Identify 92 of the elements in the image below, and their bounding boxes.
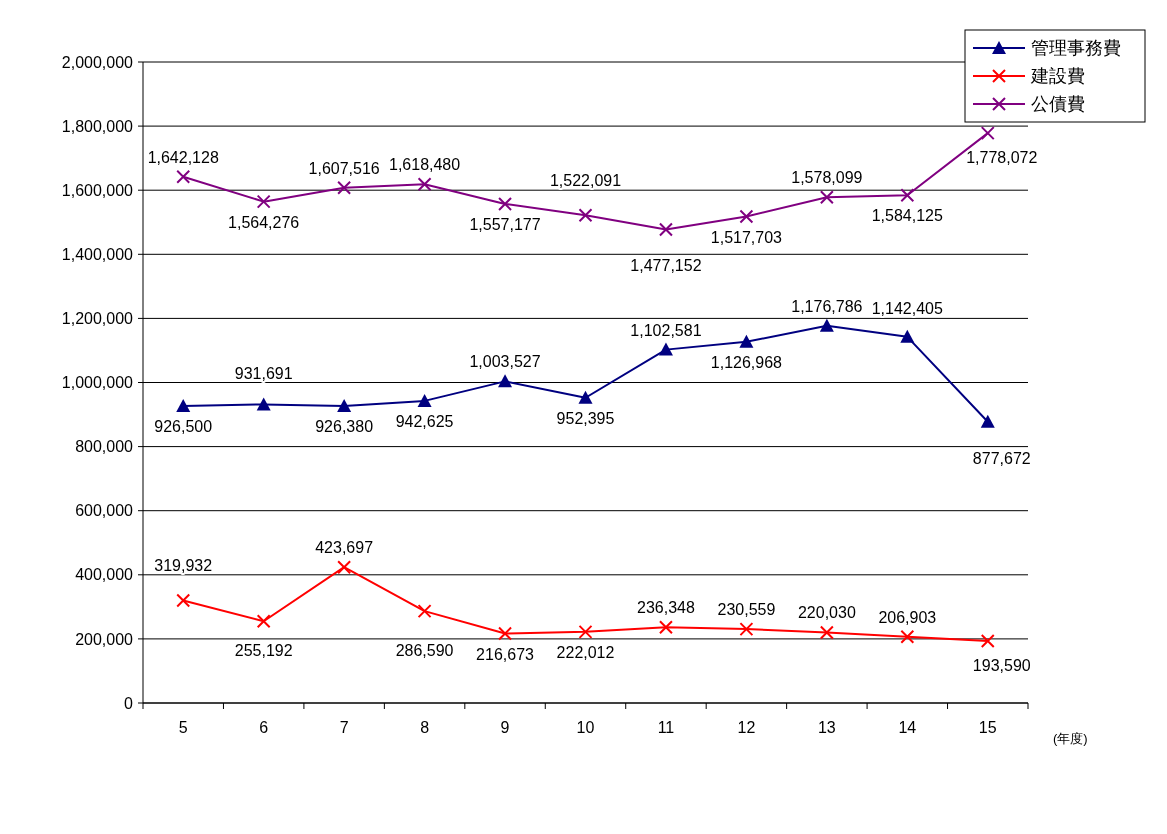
y-tick-label: 1,000,000 [61, 374, 134, 392]
x-tick-label: 9 [500, 719, 510, 736]
point [176, 593, 191, 608]
point [819, 190, 834, 205]
data-label: 1,176,786 [791, 297, 863, 315]
point [578, 624, 593, 639]
point [658, 222, 673, 237]
legend-label: 管理事務費 [1031, 38, 1121, 59]
legend-label: 公債費 [1031, 94, 1085, 115]
y-tick-label: 0 [124, 694, 134, 712]
data-label: 220,030 [797, 604, 856, 622]
legend-label: 建設費 [1030, 66, 1085, 87]
data-label: 1,778,072 [966, 149, 1038, 167]
point [900, 188, 915, 203]
data-label: 877,672 [972, 449, 1031, 467]
data-label: 423,697 [315, 539, 374, 557]
data-label: 1,618,480 [389, 156, 461, 174]
point [337, 180, 352, 195]
x-tick-label: 8 [420, 719, 430, 736]
point [578, 208, 593, 223]
point [176, 399, 191, 413]
data-label: 931,691 [234, 364, 293, 382]
point [256, 397, 271, 411]
point [658, 620, 673, 635]
data-label: 1,564,276 [228, 213, 300, 231]
y-tick-label: 1,400,000 [61, 245, 134, 263]
point [980, 414, 995, 428]
y-tick-label: 600,000 [75, 502, 134, 520]
data-label: 230,559 [717, 601, 776, 619]
point [658, 342, 673, 356]
data-label: 1,584,125 [871, 207, 944, 225]
data-label: 1,142,405 [871, 300, 944, 318]
data-label: 942,625 [395, 412, 454, 430]
data-label: 952,395 [556, 409, 615, 427]
x-tick-label: 7 [339, 719, 349, 736]
x-tick-label: 5 [178, 719, 188, 736]
data-label: 1,607,516 [308, 159, 380, 177]
point [337, 560, 352, 575]
point [337, 399, 352, 413]
point [980, 126, 995, 141]
point [498, 626, 513, 641]
x-tick-label: 11 [657, 719, 675, 736]
y-tick-label: 400,000 [75, 566, 134, 584]
point [819, 625, 834, 640]
data-label: 222,012 [556, 643, 615, 661]
point [900, 329, 915, 343]
data-label: 1,642,128 [147, 148, 219, 166]
data-label: 926,500 [154, 418, 213, 436]
point [417, 177, 432, 192]
point [417, 604, 432, 619]
point [256, 614, 271, 629]
y-tick-label: 1,600,000 [61, 181, 134, 199]
data-label: 255,192 [234, 641, 293, 659]
data-label: 1,477,152 [630, 257, 702, 275]
data-label: 319,932 [154, 556, 213, 574]
data-label: 206,903 [878, 608, 937, 626]
point [739, 334, 754, 348]
y-tick-label: 800,000 [75, 438, 134, 456]
data-label: 216,673 [476, 645, 535, 663]
point [980, 633, 995, 648]
x-axis-title: (年度) [1053, 731, 1088, 746]
data-label: 286,590 [395, 641, 454, 659]
y-tick-label: 1,200,000 [61, 310, 134, 327]
x-tick-label: 13 [817, 719, 836, 736]
data-label: 1,126,968 [710, 353, 783, 371]
point [900, 629, 915, 644]
x-tick-label: 10 [576, 719, 595, 736]
x-tick-label: 14 [898, 719, 917, 736]
y-tick-label: 1,800,000 [61, 117, 134, 135]
point [498, 374, 513, 388]
x-tick-label: 15 [978, 719, 997, 736]
data-label: 926,380 [315, 418, 374, 436]
point [176, 169, 191, 184]
data-label: 1,578,099 [791, 169, 863, 187]
point [498, 196, 513, 211]
point [739, 209, 754, 224]
data-label: 1,102,581 [630, 321, 702, 339]
data-label: 236,348 [637, 599, 695, 617]
y-tick-label: 200,000 [75, 630, 134, 648]
x-tick-label: 12 [737, 719, 756, 736]
x-tick-label: 6 [259, 719, 269, 736]
point [256, 194, 271, 209]
data-label: 1,557,177 [469, 215, 541, 233]
data-label: 1,522,091 [549, 172, 622, 190]
point [819, 318, 834, 332]
data-label: 1,003,527 [469, 353, 541, 371]
data-label: 1,517,703 [710, 228, 783, 246]
point [417, 393, 432, 407]
point [578, 390, 593, 404]
data-label: 193,590 [972, 656, 1031, 674]
y-tick-label: 2,000,000 [61, 53, 134, 71]
point [739, 622, 754, 637]
